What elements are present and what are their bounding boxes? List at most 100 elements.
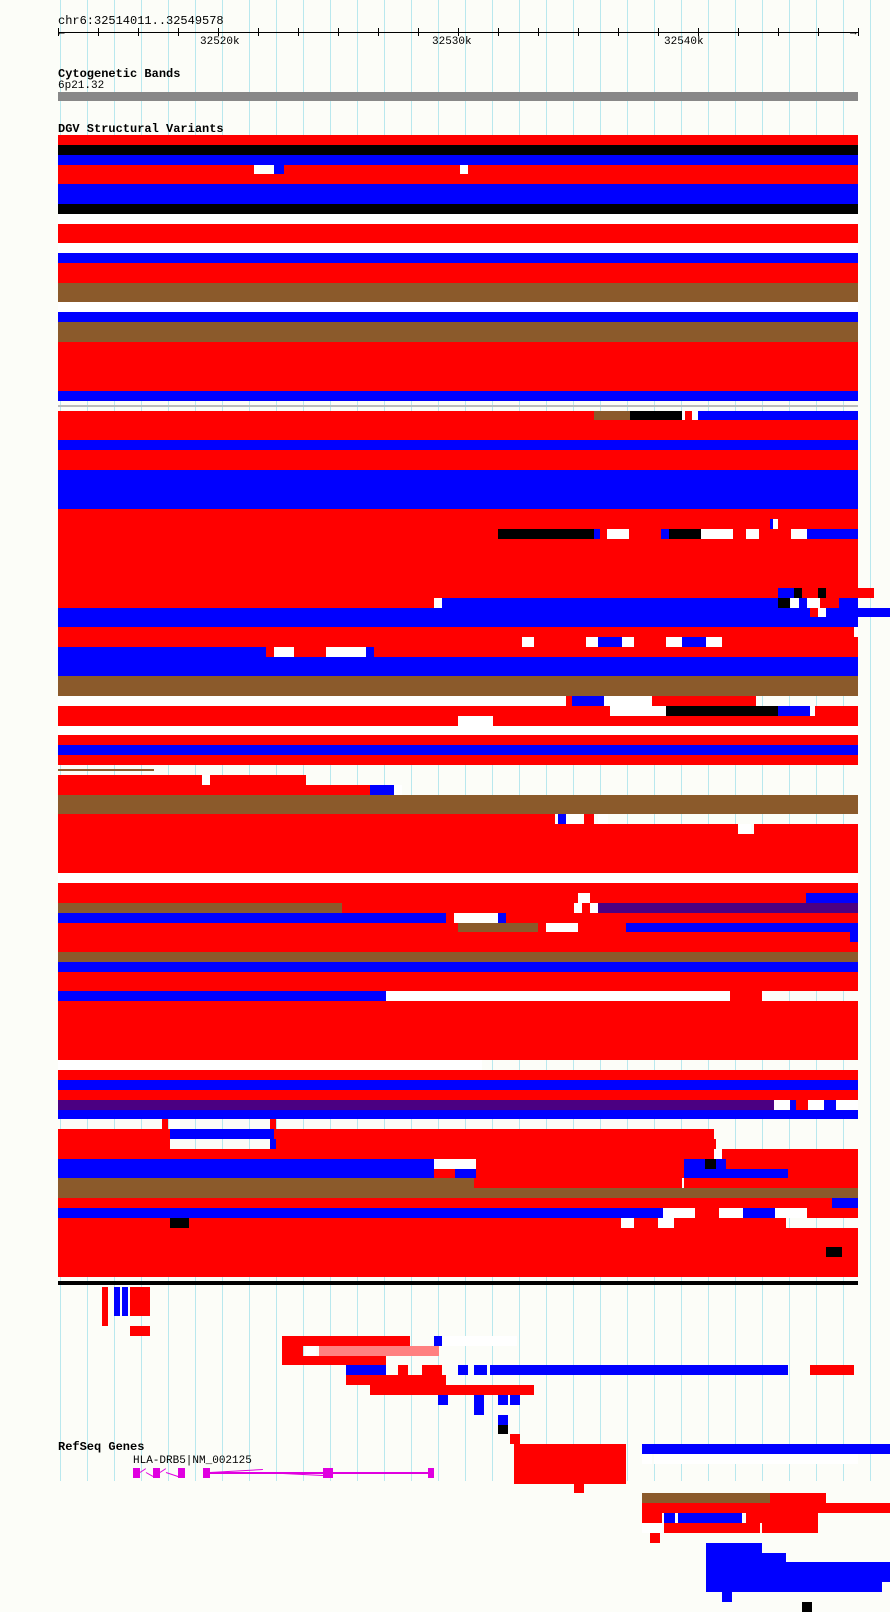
variant-segment[interactable] [58, 184, 858, 194]
variant-row[interactable] [58, 1178, 858, 1188]
variant-segment[interactable] [669, 529, 701, 539]
variant-row[interactable] [58, 696, 858, 706]
variant-row[interactable] [58, 1434, 858, 1444]
variant-segment[interactable] [58, 706, 610, 716]
variant-segment[interactable] [186, 775, 202, 785]
variant-segment[interactable] [114, 1306, 120, 1316]
variant-segment[interactable] [476, 1159, 684, 1169]
variant-segment[interactable] [58, 883, 858, 893]
variant-segment[interactable] [622, 637, 634, 647]
variant-row[interactable] [58, 1041, 858, 1051]
variant-row[interactable] [58, 1238, 858, 1248]
variant-segment[interactable] [58, 1247, 826, 1257]
variant-segment[interactable] [642, 1493, 770, 1503]
variant-row[interactable] [58, 913, 858, 923]
variant-row[interactable] [58, 1336, 858, 1346]
variant-segment[interactable] [58, 588, 778, 598]
variant-row[interactable] [58, 342, 858, 352]
variant-segment[interactable] [266, 647, 274, 657]
variant-segment[interactable] [58, 627, 854, 637]
variant-segment[interactable] [58, 1228, 858, 1238]
variant-segment[interactable] [455, 1169, 476, 1179]
variant-segment[interactable] [522, 637, 534, 647]
variant-row[interactable] [58, 1484, 858, 1494]
variant-segment[interactable] [58, 204, 858, 214]
variant-segment[interactable] [58, 342, 858, 352]
variant-row[interactable] [58, 1356, 858, 1366]
variant-row[interactable] [58, 765, 858, 775]
variant-segment[interactable] [202, 775, 210, 785]
variant-segment[interactable] [154, 765, 858, 775]
variant-segment[interactable] [458, 1365, 468, 1375]
variant-segment[interactable] [733, 529, 746, 539]
variant-segment[interactable] [458, 923, 538, 933]
variant-segment[interactable] [122, 1306, 128, 1316]
variant-row[interactable] [58, 440, 858, 450]
variant-segment[interactable] [58, 1060, 474, 1070]
variant-row[interactable] [58, 1316, 858, 1326]
variant-segment[interactable] [58, 322, 858, 332]
variant-row[interactable] [58, 873, 858, 883]
variant-segment[interactable] [58, 1001, 858, 1011]
variant-segment[interactable] [254, 165, 260, 175]
variant-row[interactable] [58, 184, 858, 194]
variant-segment[interactable] [102, 1287, 108, 1297]
variant-segment[interactable] [398, 1365, 408, 1375]
variant-segment[interactable] [791, 598, 799, 608]
variant-row[interactable] [58, 1188, 858, 1198]
variant-row[interactable] [58, 1493, 858, 1503]
variant-segment[interactable] [170, 1218, 189, 1228]
variant-row[interactable] [58, 145, 858, 155]
variant-segment[interactable] [130, 1297, 150, 1307]
variant-segment[interactable] [607, 529, 629, 539]
variant-row[interactable] [58, 430, 858, 440]
variant-segment[interactable] [701, 529, 733, 539]
variant-segment[interactable] [661, 529, 669, 539]
variant-segment[interactable] [705, 1159, 715, 1169]
variant-segment[interactable] [722, 1149, 858, 1159]
variant-segment[interactable] [590, 903, 598, 913]
variant-segment[interactable] [58, 519, 770, 529]
variant-segment[interactable] [58, 155, 858, 165]
variant-row[interactable] [58, 529, 858, 539]
variant-segment[interactable] [274, 1129, 714, 1139]
variant-row[interactable] [58, 499, 858, 509]
variant-segment[interactable] [58, 1139, 170, 1149]
variant-segment[interactable] [664, 1523, 760, 1533]
variant-segment[interactable] [58, 1257, 858, 1267]
variant-segment[interactable] [714, 1149, 722, 1159]
variant-row[interactable] [58, 578, 858, 588]
variant-segment[interactable] [58, 1129, 170, 1139]
variant-row[interactable] [58, 1523, 858, 1533]
variant-segment[interactable] [58, 834, 858, 844]
variant-segment[interactable] [58, 352, 858, 362]
variant-segment[interactable] [770, 1493, 826, 1503]
variant-segment[interactable] [58, 608, 434, 618]
variant-segment[interactable] [58, 1090, 858, 1100]
variant-segment[interactable] [634, 637, 650, 647]
variant-segment[interactable] [434, 1159, 476, 1169]
variant-segment[interactable] [58, 430, 858, 440]
variant-segment[interactable] [58, 726, 858, 736]
variant-row[interactable] [58, 647, 858, 657]
variant-row[interactable] [58, 1572, 858, 1582]
variant-row[interactable] [58, 1533, 858, 1543]
variant-row[interactable] [58, 637, 858, 647]
variant-segment[interactable] [558, 814, 566, 824]
variant-segment[interactable] [818, 608, 826, 618]
variant-row[interactable] [58, 1513, 858, 1523]
variant-segment[interactable] [162, 1119, 168, 1129]
variant-segment[interactable] [642, 1513, 662, 1523]
variant-segment[interactable] [58, 312, 858, 322]
variant-segment[interactable] [762, 991, 770, 1001]
variant-row[interactable] [58, 1139, 858, 1149]
variant-segment[interactable] [58, 1021, 858, 1031]
variant-row[interactable] [58, 224, 858, 234]
variant-segment[interactable] [706, 1582, 882, 1592]
variant-segment[interactable] [282, 1336, 410, 1346]
variant-segment[interactable] [58, 637, 522, 647]
variant-segment[interactable] [58, 391, 858, 401]
variant-segment[interactable] [802, 1602, 812, 1612]
variant-row[interactable] [58, 1375, 858, 1385]
variant-segment[interactable] [514, 1454, 626, 1464]
